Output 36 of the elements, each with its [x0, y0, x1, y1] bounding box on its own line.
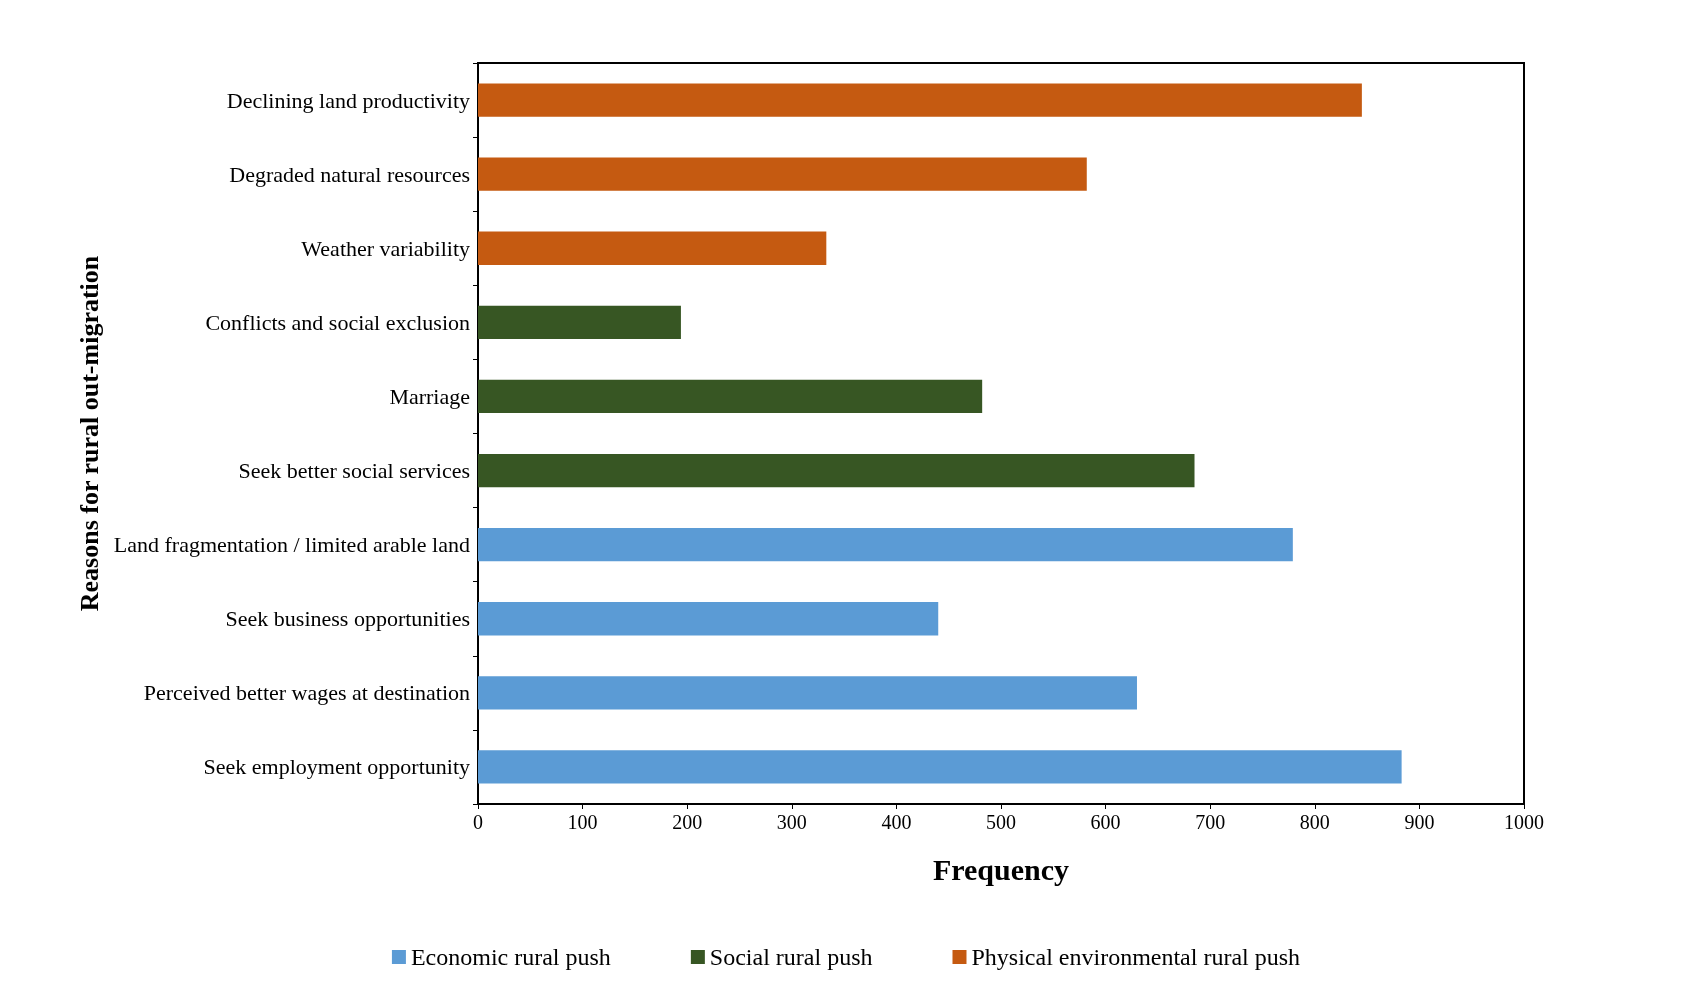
x-tick-label: 1000	[1504, 811, 1544, 833]
x-tick-label: 400	[881, 811, 912, 833]
y-tick-label: Seek employment opportunity	[203, 754, 470, 780]
x-tick-label: 900	[1404, 811, 1435, 833]
y-tick-label: Marriage	[389, 383, 470, 409]
bar	[478, 379, 983, 414]
legend-label: Economic rural push	[410, 944, 611, 970]
bar	[478, 602, 939, 636]
x-axis-title: Frequency	[932, 852, 1070, 886]
y-tick-label: Seek better social services	[238, 458, 470, 484]
bar	[478, 676, 1137, 710]
y-tick-label: Perceived better wages at destination	[143, 680, 470, 706]
x-tick-label: 100	[567, 811, 598, 833]
y-tick-label: Seek business opportunities	[225, 606, 470, 632]
x-tick-label: 500	[986, 811, 1016, 833]
y-tick-label: Land fragmentation / limited arable land	[113, 532, 470, 558]
x-tick-label: 800	[1299, 811, 1330, 833]
bar	[478, 231, 827, 265]
bar	[478, 453, 1195, 488]
bar	[478, 527, 1293, 562]
x-tick-label: 0	[473, 811, 483, 833]
x-tick-label: 700	[1195, 811, 1226, 833]
x-tick-label: 600	[1090, 811, 1121, 833]
y-tick-label: Conflicts and social exclusion	[205, 309, 470, 335]
legend-label: Physical environmental rural push	[971, 944, 1301, 970]
y-tick-label: Degraded natural resources	[229, 161, 470, 187]
x-tick-label: 200	[672, 811, 703, 833]
bar	[478, 157, 1087, 191]
y-tick-label: Weather variability	[301, 235, 470, 261]
bar	[478, 83, 1362, 117]
legend-label: Social rural push	[709, 944, 873, 970]
x-tick-label: 300	[776, 811, 807, 833]
y-tick-label: Declining land productivity	[226, 87, 470, 113]
y-axis-title: Reasons for rural out-migration	[75, 255, 105, 612]
bar	[478, 305, 681, 340]
bar	[478, 750, 1402, 784]
